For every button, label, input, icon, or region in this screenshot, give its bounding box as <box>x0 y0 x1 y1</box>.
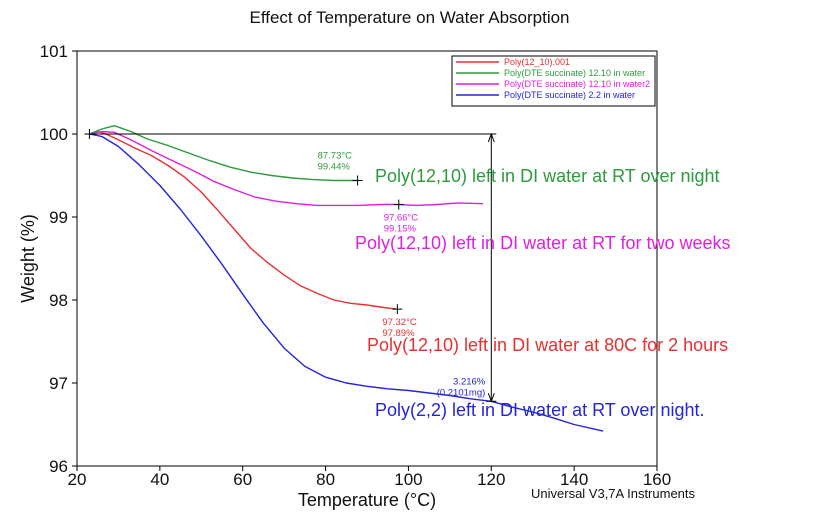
x-axis-label: Temperature (°C) <box>298 490 436 510</box>
x-tick-label: 20 <box>68 470 87 489</box>
x-tick-label: 160 <box>643 470 671 489</box>
instrument-footer: Universal V3,7A Instruments <box>531 486 696 501</box>
marker-label: 99.15% <box>384 224 417 235</box>
y-axis-label: Weight (%) <box>18 214 38 303</box>
legend-box <box>451 55 656 107</box>
legend-label: Poly(DTE succinate) 12.10 in water2 <box>504 79 650 89</box>
series-line <box>89 130 397 310</box>
x-tick-label: 140 <box>560 470 588 489</box>
annotation-text: Poly(2,2) left in DI water at RT over ni… <box>375 400 704 420</box>
y-tick-label: 96 <box>49 457 68 476</box>
x-tick-label: 80 <box>316 470 335 489</box>
y-tick-label: 98 <box>49 291 68 310</box>
series-line <box>89 124 358 182</box>
legend-label: Poly(12_10).001 <box>504 57 570 67</box>
annotation-text: Poly(12,10) left in DI water at RT for t… <box>355 233 731 253</box>
marker-label: 97.32°C <box>382 317 417 328</box>
marker-label: 99.44% <box>318 161 351 172</box>
x-tick-label: 120 <box>477 470 505 489</box>
series-line <box>89 130 484 207</box>
y-tick-label: 100 <box>40 125 68 144</box>
step-label: 3.216% <box>453 377 486 388</box>
marker-label: 97.89% <box>382 328 415 339</box>
legend-label: Poly(DTE succinate) 12.10 in water <box>504 68 645 78</box>
annotation-text: Poly(12,10) left in DI water at 80C for … <box>367 335 728 355</box>
step-label: (0.2101mg) <box>437 388 486 399</box>
x-tick-label: 40 <box>150 470 169 489</box>
marker-label: 87.73°C <box>318 150 353 161</box>
y-tick-label: 101 <box>40 42 68 61</box>
legend-label: Poly(DTE succinate) 2.2 in water <box>504 90 635 100</box>
y-tick-label: 97 <box>49 374 68 393</box>
marker-label: 97.66°C <box>384 213 419 224</box>
series-line <box>89 133 604 432</box>
plot-area <box>76 50 658 467</box>
x-tick-label: 100 <box>394 470 422 489</box>
chart-title: Effect of Temperature on Water Absorptio… <box>249 8 570 27</box>
y-tick-label: 99 <box>49 208 68 227</box>
x-tick-label: 60 <box>233 470 252 489</box>
annotation-text: Poly(12,10) left in DI water at RT over … <box>375 166 720 186</box>
